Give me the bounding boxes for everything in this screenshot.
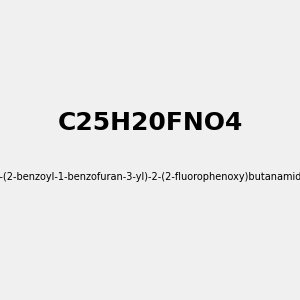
Text: N-(2-benzoyl-1-benzofuran-3-yl)-2-(2-fluorophenoxy)butanamide: N-(2-benzoyl-1-benzofuran-3-yl)-2-(2-flu… <box>0 172 300 182</box>
Text: C25H20FNO4: C25H20FNO4 <box>57 111 243 135</box>
